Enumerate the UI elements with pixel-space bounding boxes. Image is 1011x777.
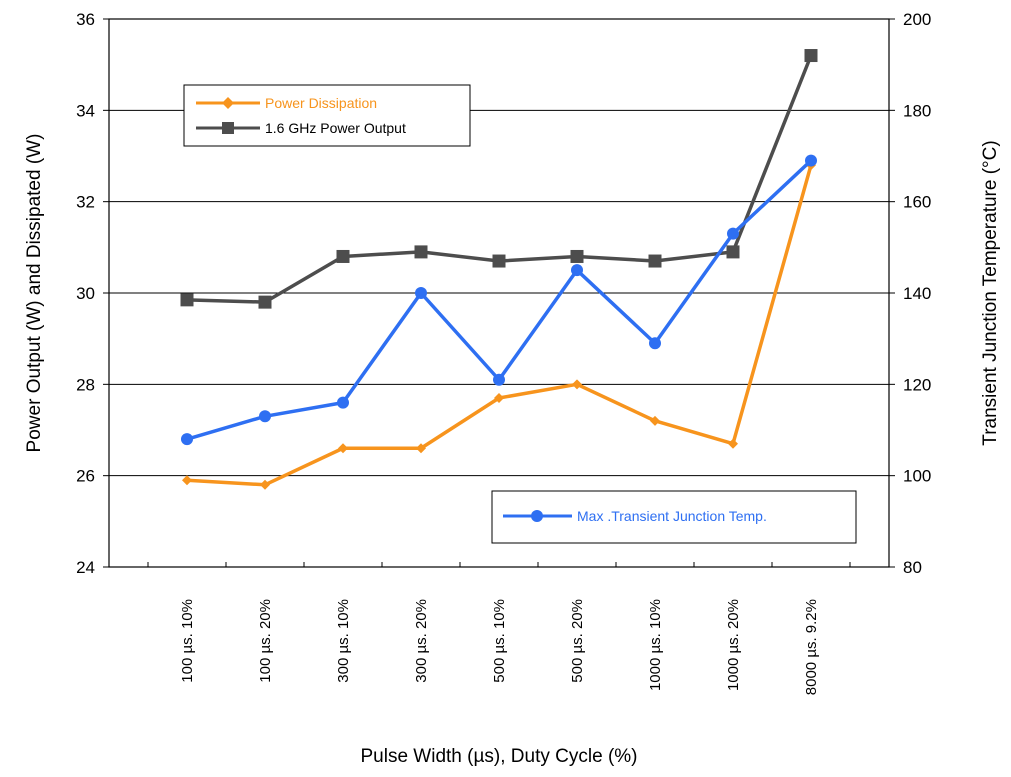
data-point-1-6-ghz-power-output xyxy=(414,245,428,259)
right-tick-label: 100 xyxy=(903,467,931,486)
right-axis: 80 100 120 140 160 180 200 xyxy=(889,10,931,577)
data-point-max-transient-junction-temp xyxy=(727,227,739,240)
category-label: 100 µs. 10% xyxy=(179,599,196,683)
data-point-power-dissipation xyxy=(728,438,738,449)
data-point-1-6-ghz-power-output xyxy=(258,295,272,309)
left-tick-label: 32 xyxy=(76,193,95,212)
category-label: 100 µs. 20% xyxy=(257,599,274,683)
data-point-1-6-ghz-power-output xyxy=(180,293,194,307)
series-layer xyxy=(180,49,818,490)
right-tick-label: 180 xyxy=(903,101,931,120)
legend-junction-temp-marker xyxy=(531,510,543,522)
left-tick-label: 36 xyxy=(76,10,95,29)
legend-junction-temp-label: Max .Transient Junction Temp. xyxy=(577,508,767,524)
x-axis-title: Pulse Width (µs), Duty Cycle (%) xyxy=(361,746,638,767)
category-label: 8000 µs. 9.2% xyxy=(803,599,820,695)
data-point-max-transient-junction-temp xyxy=(493,373,505,386)
data-point-power-dissipation xyxy=(338,443,348,454)
legend-top: Power Dissipation 1.6 GHz Power Output xyxy=(183,84,471,147)
data-point-power-dissipation xyxy=(260,479,270,490)
legend-power-dissipation-marker xyxy=(222,97,234,109)
category-label: 1000 µs. 20% xyxy=(725,599,742,691)
data-point-1-6-ghz-power-output xyxy=(336,249,350,263)
right-axis-title: Transient Junction Temperature (°C) xyxy=(980,140,1001,445)
left-tick-label: 28 xyxy=(76,375,95,394)
category-label: 300 µs. 10% xyxy=(335,599,352,683)
left-tick-label: 30 xyxy=(76,284,95,303)
data-point-1-6-ghz-power-output xyxy=(648,254,662,268)
left-tick-label: 24 xyxy=(76,558,95,577)
right-tick-label: 120 xyxy=(903,375,931,394)
left-axis-title: Power Output (W) and Dissipated (W) xyxy=(24,134,45,453)
data-point-1-6-ghz-power-output xyxy=(804,49,818,63)
data-point-1-6-ghz-power-output xyxy=(570,249,584,263)
right-tick-label: 140 xyxy=(903,284,931,303)
data-point-power-dissipation xyxy=(650,415,660,426)
legend-power-output-label: 1.6 GHz Power Output xyxy=(265,120,406,136)
data-point-max-transient-junction-temp xyxy=(805,154,817,167)
data-point-max-transient-junction-temp xyxy=(571,264,583,277)
data-point-power-dissipation xyxy=(182,475,192,486)
data-point-power-dissipation xyxy=(572,379,582,390)
data-point-max-transient-junction-temp xyxy=(415,287,427,299)
left-tick-label: 34 xyxy=(76,101,95,120)
data-point-power-dissipation xyxy=(494,393,504,404)
data-point-max-transient-junction-temp xyxy=(181,433,193,446)
category-label: 500 µs. 20% xyxy=(569,599,586,683)
right-tick-label: 80 xyxy=(903,558,922,577)
category-label: 300 µs. 20% xyxy=(413,599,430,683)
legend-top-box xyxy=(183,84,471,147)
data-point-max-transient-junction-temp xyxy=(337,396,349,409)
x-axis: 100 µs. 10% 100 µs. 20% 300 µs. 10% 300 µs.… xyxy=(147,562,851,695)
legend-bottom: Max .Transient Junction Temp. xyxy=(491,490,857,544)
left-axis: 24 26 28 30 32 34 36 xyxy=(76,10,109,577)
data-point-1-6-ghz-power-output xyxy=(492,254,506,268)
right-tick-label: 160 xyxy=(903,193,931,212)
data-point-max-transient-junction-temp xyxy=(259,410,271,423)
legend-power-output-marker xyxy=(222,122,234,134)
data-point-power-dissipation xyxy=(416,443,426,454)
category-label: 500 µs. 10% xyxy=(491,599,508,683)
left-tick-label: 26 xyxy=(76,467,95,486)
data-point-1-6-ghz-power-output xyxy=(726,245,740,259)
legend-power-dissipation-label: Power Dissipation xyxy=(265,95,377,111)
data-point-max-transient-junction-temp xyxy=(649,337,661,350)
right-tick-label: 200 xyxy=(903,10,931,29)
category-label: 1000 µs. 10% xyxy=(647,599,664,691)
